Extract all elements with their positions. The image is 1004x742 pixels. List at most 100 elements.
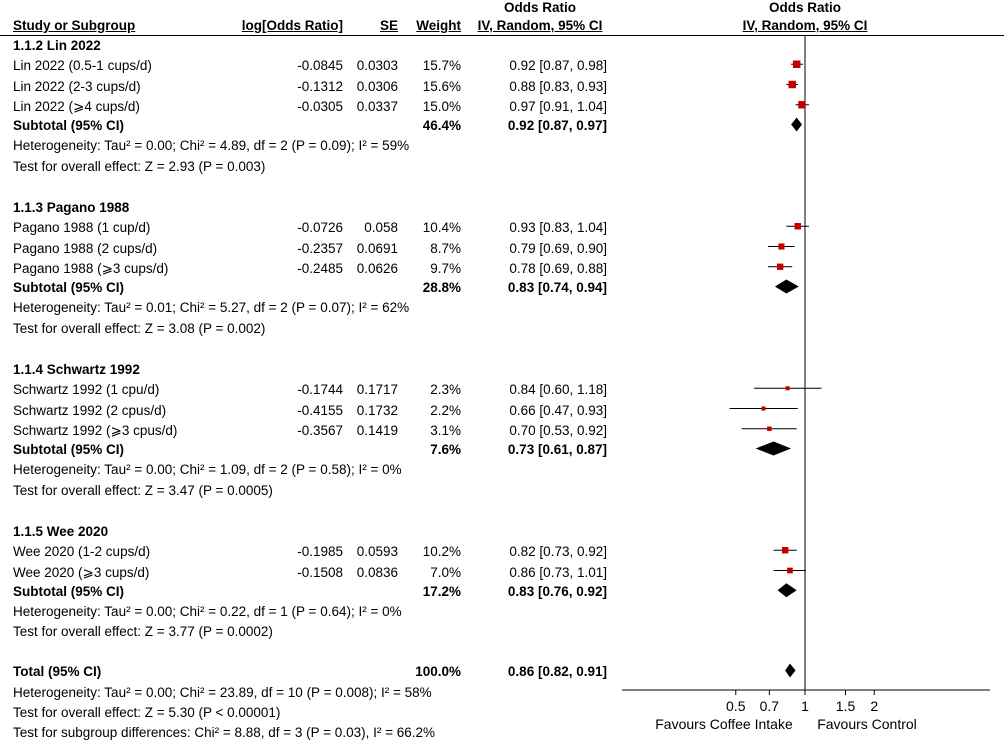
overall-effect-text: Test for overall effect: Z = 3.47 (P = 0… (13, 482, 273, 498)
favours-left-label: Favours Coffee Intake (655, 716, 793, 732)
study-marker (777, 263, 784, 270)
total-weight: 100.0% (415, 664, 461, 679)
study-marker (794, 223, 801, 230)
heterogeneity-text: Heterogeneity: Tau² = 0.00; Chi² = 1.09,… (13, 462, 402, 478)
study-ci: 0.79 [0.69, 0.90] (509, 240, 607, 256)
x-tick-label: 1 (801, 698, 809, 714)
study-name: Lin 2022 (2-3 cups/d) (13, 78, 141, 94)
study-marker (788, 80, 796, 89)
study-se: 0.1717 (356, 382, 398, 398)
study-se: 0.0337 (356, 98, 398, 114)
total-heterogeneity: Heterogeneity: Tau² = 0.00; Chi² = 23.89… (13, 685, 432, 700)
subtotal-weight: 28.8% (422, 280, 461, 295)
study-log-or: -0.0305 (297, 98, 343, 114)
study-name: Schwartz 1992 (1 cpu/d) (13, 382, 160, 398)
header-se: SE (379, 18, 398, 33)
study-log-or: -0.2357 (297, 240, 343, 256)
header-weight: Weight (416, 18, 461, 33)
study-ci: 0.97 [0.91, 1.04] (509, 98, 607, 114)
study-log-or: -0.1508 (297, 564, 343, 580)
header-or-title: Odds Ratio (503, 0, 576, 15)
x-tick-label: 2 (870, 698, 878, 714)
subtotal-diamond (755, 441, 792, 456)
study-weight: 15.7% (422, 58, 461, 74)
study-marker (781, 547, 789, 554)
study-name: Pagano 1988 (1 cup/d) (13, 220, 151, 236)
study-ci: 0.88 [0.83, 0.93] (509, 78, 607, 94)
study-ci: 0.66 [0.47, 0.93] (509, 402, 607, 418)
study-marker (785, 386, 790, 391)
group-title: 1.1.2 Lin 2022 (13, 38, 101, 53)
study-marker (767, 426, 772, 431)
subtotal-ci: 0.92 [0.87, 0.97] (507, 118, 607, 133)
heterogeneity-text: Heterogeneity: Tau² = 0.00; Chi² = 0.22,… (13, 604, 402, 619)
study-weight: 9.7% (430, 260, 461, 276)
study-log-or: -0.0845 (297, 58, 343, 74)
favours-right-label: Favours Control (817, 716, 917, 732)
study-se: 0.0306 (356, 78, 398, 94)
study-log-or: -0.1985 (297, 544, 343, 560)
total-label: Total (95% CI) (13, 664, 102, 679)
study-weight: 15.0% (422, 98, 461, 114)
study-name: Schwartz 1992 (2 cpus/d) (13, 402, 167, 418)
study-log-or: -0.3567 (297, 422, 343, 438)
study-marker (778, 243, 785, 250)
total-ci: 0.86 [0.82, 0.91] (507, 664, 607, 679)
study-name: Pagano 1988 (⩾3 cups/d) (13, 260, 169, 276)
subtotal-diamond (774, 279, 799, 294)
study-se: 0.1732 (356, 402, 398, 418)
group-title: 1.1.4 Schwartz 1992 (13, 362, 140, 377)
overall-effect-text: Test for overall effect: Z = 2.93 (P = 0… (13, 158, 266, 174)
study-log-or: -0.1744 (297, 382, 343, 398)
study-weight: 10.2% (422, 544, 461, 560)
subtotal-label: Subtotal (95% CI) (13, 280, 125, 295)
study-marker (787, 567, 793, 574)
study-name: Wee 2020 (1-2 cups/d) (13, 544, 151, 560)
subtotal-label: Subtotal (95% CI) (13, 442, 125, 457)
heterogeneity-text: Heterogeneity: Tau² = 0.00; Chi² = 4.89,… (13, 138, 410, 154)
study-marker (798, 101, 806, 109)
group-title: 1.1.3 Pagano 1988 (13, 200, 130, 215)
study-log-or: -0.1312 (297, 78, 343, 94)
study-ci: 0.82 [0.73, 0.92] (509, 544, 607, 560)
study-log-or: -0.4155 (297, 402, 343, 418)
study-se: 0.058 (364, 220, 398, 236)
heterogeneity-text: Heterogeneity: Tau² = 0.01; Chi² = 5.27,… (13, 300, 410, 316)
subtotal-label: Subtotal (95% CI) (13, 583, 125, 599)
study-se: 0.0691 (356, 240, 398, 256)
study-ci: 0.70 [0.53, 0.92] (509, 422, 607, 438)
study-log-or: -0.2485 (297, 260, 343, 276)
subtotal-label: Subtotal (95% CI) (13, 118, 125, 133)
header-log: log[Odds Ratio] (241, 18, 343, 33)
overall-effect-text: Test for overall effect: Z = 3.08 (P = 0… (13, 320, 266, 336)
study-weight: 2.2% (430, 402, 461, 418)
study-ci: 0.92 [0.87, 0.98] (509, 58, 607, 74)
overall-effect-text: Test for overall effect: Z = 3.77 (P = 0… (13, 624, 273, 640)
study-name: Lin 2022 (⩾4 cups/d) (13, 98, 140, 114)
study-se: 0.1419 (356, 422, 398, 438)
study-se: 0.0303 (356, 58, 398, 74)
x-tick-label: 0.7 (760, 698, 780, 714)
study-name: Pagano 1988 (2 cups/d) (13, 240, 158, 256)
subtotal-ci: 0.73 [0.61, 0.87] (507, 442, 607, 457)
study-se: 0.0626 (356, 260, 398, 276)
header-study: Study or Subgroup (13, 18, 136, 33)
subtotal-weight: 46.4% (422, 118, 461, 133)
study-name: Wee 2020 (⩾3 cups/d) (13, 564, 150, 580)
total-overall-effect: Test for overall effect: Z = 5.30 (P < 0… (13, 705, 281, 720)
study-marker (792, 60, 801, 68)
study-marker (761, 406, 766, 411)
study-weight: 10.4% (422, 220, 461, 236)
subgroup-differences: Test for subgroup differences: Chi² = 8.… (13, 725, 435, 740)
subtotal-diamond (777, 583, 797, 598)
subtotal-weight: 7.6% (430, 442, 461, 457)
study-weight: 3.1% (430, 422, 461, 438)
study-name: Schwartz 1992 (⩾3 cpus/d) (13, 422, 178, 438)
group-title: 1.1.5 Wee 2020 (13, 524, 109, 539)
header-or-method: IV, Random, 95% CI (477, 18, 603, 33)
x-tick-label: 1.5 (836, 698, 856, 714)
study-se: 0.0836 (356, 564, 398, 580)
study-se: 0.0593 (356, 544, 398, 560)
study-ci: 0.78 [0.69, 0.88] (509, 260, 607, 276)
